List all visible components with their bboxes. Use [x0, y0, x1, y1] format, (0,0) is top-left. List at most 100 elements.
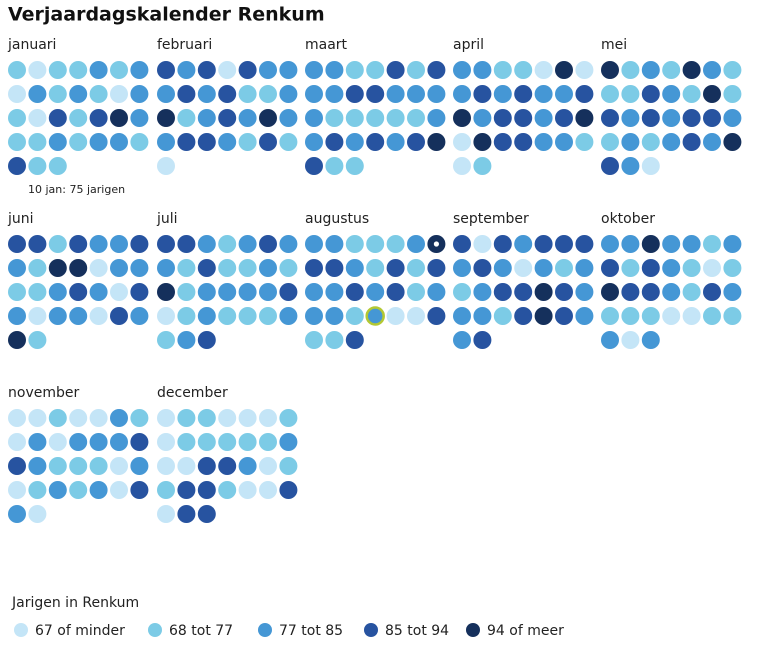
day-dot[interactable]	[89, 61, 108, 79]
day-dot[interactable]	[218, 307, 237, 325]
day-dot[interactable]	[453, 307, 471, 325]
day-dot[interactable]	[110, 133, 128, 151]
day-dot[interactable]	[130, 409, 149, 427]
day-dot[interactable]	[259, 457, 277, 475]
day-dot[interactable]	[69, 235, 88, 253]
day-dot[interactable]	[601, 259, 619, 277]
day-dot[interactable]	[8, 331, 26, 349]
day-dot[interactable]	[48, 457, 67, 475]
day-dot[interactable]	[89, 409, 108, 427]
day-dot[interactable]	[89, 109, 108, 127]
day-dot[interactable]	[325, 133, 344, 151]
day-dot[interactable]	[69, 433, 88, 451]
day-dot[interactable]	[345, 109, 364, 127]
day-dot[interactable]	[279, 109, 298, 127]
day-dot[interactable]	[69, 307, 88, 325]
day-dot[interactable]	[386, 109, 405, 127]
day-dot[interactable]	[130, 133, 149, 151]
day-dot[interactable]	[366, 133, 385, 151]
day-dot[interactable]	[69, 457, 88, 475]
day-dot[interactable]	[601, 283, 619, 301]
day-dot[interactable]	[197, 85, 216, 103]
day-dot[interactable]	[218, 109, 237, 127]
day-dot[interactable]	[366, 283, 385, 301]
day-dot[interactable]	[8, 307, 26, 325]
day-dot[interactable]	[305, 331, 323, 349]
day-dot[interactable]	[259, 283, 277, 301]
day-dot[interactable]	[259, 481, 277, 499]
day-dot[interactable]	[28, 61, 47, 79]
day-dot[interactable]	[218, 457, 237, 475]
day-dot[interactable]	[238, 307, 257, 325]
day-dot[interactable]	[157, 235, 175, 253]
day-dot[interactable]	[407, 85, 425, 103]
day-dot[interactable]	[682, 235, 701, 253]
day-dot[interactable]	[386, 307, 405, 325]
day-dot[interactable]	[534, 109, 553, 127]
day-dot[interactable]	[110, 61, 128, 79]
day-dot[interactable]	[407, 235, 425, 253]
day-dot[interactable]	[28, 481, 47, 499]
day-dot[interactable]	[197, 505, 216, 523]
day-dot[interactable]	[453, 259, 471, 277]
day-dot[interactable]	[238, 85, 257, 103]
day-dot[interactable]	[621, 235, 640, 253]
day-dot[interactable]	[305, 133, 323, 151]
day-dot[interactable]	[493, 61, 512, 79]
day-dot[interactable]	[305, 109, 323, 127]
day-dot[interactable]	[28, 109, 47, 127]
day-dot[interactable]	[641, 283, 660, 301]
day-dot[interactable]	[473, 235, 492, 253]
day-dot[interactable]	[157, 61, 175, 79]
day-dot[interactable]	[325, 157, 344, 175]
day-dot[interactable]	[345, 331, 364, 349]
day-dot[interactable]	[279, 457, 298, 475]
day-dot[interactable]	[197, 259, 216, 277]
day-dot[interactable]	[130, 433, 149, 451]
day-dot[interactable]	[555, 109, 573, 127]
day-dot[interactable]	[514, 133, 533, 151]
day-dot[interactable]	[177, 331, 196, 349]
day-dot[interactable]	[28, 157, 47, 175]
day-dot[interactable]	[279, 133, 298, 151]
day-dot[interactable]	[305, 259, 323, 277]
day-dot[interactable]	[8, 85, 26, 103]
day-dot[interactable]	[641, 259, 660, 277]
day-dot[interactable]	[723, 235, 742, 253]
day-dot[interactable]	[641, 307, 660, 325]
day-dot[interactable]	[473, 331, 492, 349]
day-dot[interactable]	[473, 61, 492, 79]
day-dot[interactable]	[157, 85, 175, 103]
day-dot[interactable]	[89, 481, 108, 499]
day-dot[interactable]	[218, 481, 237, 499]
day-dot[interactable]	[473, 85, 492, 103]
day-dot[interactable]	[682, 307, 701, 325]
day-dot[interactable]	[703, 61, 721, 79]
day-dot[interactable]	[514, 61, 533, 79]
day-dot[interactable]	[345, 133, 364, 151]
day-dot[interactable]	[130, 307, 149, 325]
day-dot[interactable]	[407, 133, 425, 151]
day-dot[interactable]	[28, 259, 47, 277]
day-dot[interactable]	[703, 109, 721, 127]
day-dot[interactable]	[218, 409, 237, 427]
day-dot[interactable]	[493, 283, 512, 301]
day-dot[interactable]	[325, 85, 344, 103]
day-dot[interactable]	[473, 307, 492, 325]
day-dot[interactable]	[641, 109, 660, 127]
day-dot[interactable]	[69, 109, 88, 127]
day-dot[interactable]	[130, 259, 149, 277]
day-dot[interactable]	[555, 133, 573, 151]
day-dot[interactable]	[238, 61, 257, 79]
day-dot[interactable]	[89, 283, 108, 301]
day-dot[interactable]	[8, 457, 26, 475]
day-dot[interactable]	[177, 307, 196, 325]
day-dot[interactable]	[218, 259, 237, 277]
day-dot[interactable]	[641, 85, 660, 103]
day-dot[interactable]	[453, 61, 471, 79]
day-dot[interactable]	[197, 133, 216, 151]
day-dot[interactable]	[157, 505, 175, 523]
day-dot[interactable]	[703, 85, 721, 103]
day-dot[interactable]	[218, 283, 237, 301]
day-dot[interactable]	[453, 331, 471, 349]
